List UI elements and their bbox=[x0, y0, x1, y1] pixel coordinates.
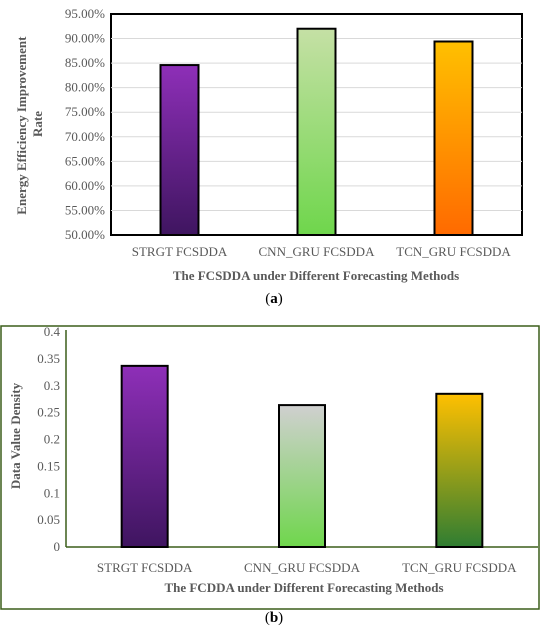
panel-label-a-open: ( bbox=[265, 291, 270, 307]
panel-label-a-close: ) bbox=[278, 291, 283, 307]
y-axis-title-a: Energy Efficiency Improvement Rate bbox=[14, 33, 45, 214]
y-tick-label: 0.25 bbox=[37, 405, 60, 420]
x-category-label: TCN_GRU FCSDDA bbox=[402, 560, 517, 575]
x-category-label: STRGT FCSDDA bbox=[97, 560, 193, 575]
panel-label-b-open: ( bbox=[265, 610, 270, 626]
y-tick-label: 0.2 bbox=[44, 432, 60, 447]
y-tick-labels-a: 50.00% 55.00% 60.00% 65.00% 70.00% 75.00% 80.0… bbox=[65, 6, 105, 242]
chart-panel-b: 0 0.05 0.1 0.15 0.2 0.25 0.3 0.35 0.4 STRGT FCSD… bbox=[0, 318, 550, 630]
y-tick-labels-b: 0 0.05 0.1 0.15 0.2 0.25 0.3 0.35 0.4 bbox=[37, 324, 60, 554]
panel-label-b-close: ) bbox=[278, 610, 283, 626]
x-axis-title-a: The FCSDDA under Different Forecasting M… bbox=[173, 268, 459, 283]
y-tick-label: 85.00% bbox=[65, 55, 105, 70]
x-category-label: CNN_GRU FCSDDA bbox=[259, 244, 376, 259]
bar bbox=[120, 364, 169, 548]
x-category-label: CNN_GRU FCSDDA bbox=[244, 560, 361, 575]
y-tick-label: 0.35 bbox=[37, 351, 60, 366]
y-tick-label: 70.00% bbox=[65, 129, 105, 144]
y-tick-label: 90.00% bbox=[65, 31, 105, 46]
category-labels-b: STRGT FCSDDA CNN_GRU FCSDDA TCN_GRU FCSDDA bbox=[97, 560, 517, 575]
y-tick-label: 0 bbox=[54, 539, 61, 554]
chart-panel-a: 50.00% 55.00% 60.00% 65.00% 70.00% 75.00% 80.0… bbox=[14, 6, 523, 307]
panel-label-b-letter: b bbox=[270, 610, 278, 626]
y-tick-label: 0.4 bbox=[44, 324, 61, 339]
y-tick-label: 0.05 bbox=[37, 512, 60, 527]
bar bbox=[433, 40, 474, 236]
y-axis-title-b: Data Value Density bbox=[8, 382, 23, 489]
y-tick-label: 65.00% bbox=[65, 153, 105, 168]
y-axis-title-a-line2: Rate bbox=[30, 111, 45, 137]
chart-a: 50.00% 55.00% 60.00% 65.00% 70.00% 75.00% 80.0… bbox=[14, 6, 523, 307]
y-tick-label: 80.00% bbox=[65, 80, 105, 95]
bar bbox=[159, 64, 200, 236]
panel-label-a: (a) bbox=[265, 291, 283, 307]
chart-b: 0 0.05 0.1 0.15 0.2 0.25 0.3 0.35 0.4 STRGT FCSD… bbox=[0, 324, 540, 626]
panel-label-b: (b) bbox=[265, 610, 283, 626]
y-tick-label: 95.00% bbox=[65, 6, 105, 21]
x-axis-title-b: The FCDDA under Different Forecasting Me… bbox=[164, 580, 443, 595]
y-tick-label: 0.1 bbox=[44, 485, 60, 500]
bar bbox=[296, 27, 337, 236]
x-category-label: TCN_GRU FCSDDA bbox=[396, 244, 511, 259]
y-tick-label: 55.00% bbox=[65, 202, 105, 217]
x-category-label: STRGT FCSDDA bbox=[132, 244, 228, 259]
bar bbox=[278, 404, 326, 548]
y-axis-title-a-line1: Energy Efficiency Improvement bbox=[14, 36, 29, 215]
bar bbox=[435, 392, 484, 548]
panel-label-a-letter: a bbox=[270, 291, 278, 307]
y-tick-label: 0.15 bbox=[37, 458, 60, 473]
bars-b bbox=[120, 364, 484, 548]
y-tick-label: 50.00% bbox=[65, 227, 105, 242]
y-tick-label: 60.00% bbox=[65, 178, 105, 193]
y-tick-label: 0.3 bbox=[44, 378, 60, 393]
category-labels-a: STRGT FCSDDA CNN_GRU FCSDDA TCN_GRU FCSDDA bbox=[132, 244, 512, 259]
y-tick-label: 75.00% bbox=[65, 104, 105, 119]
bars-a bbox=[159, 27, 474, 236]
